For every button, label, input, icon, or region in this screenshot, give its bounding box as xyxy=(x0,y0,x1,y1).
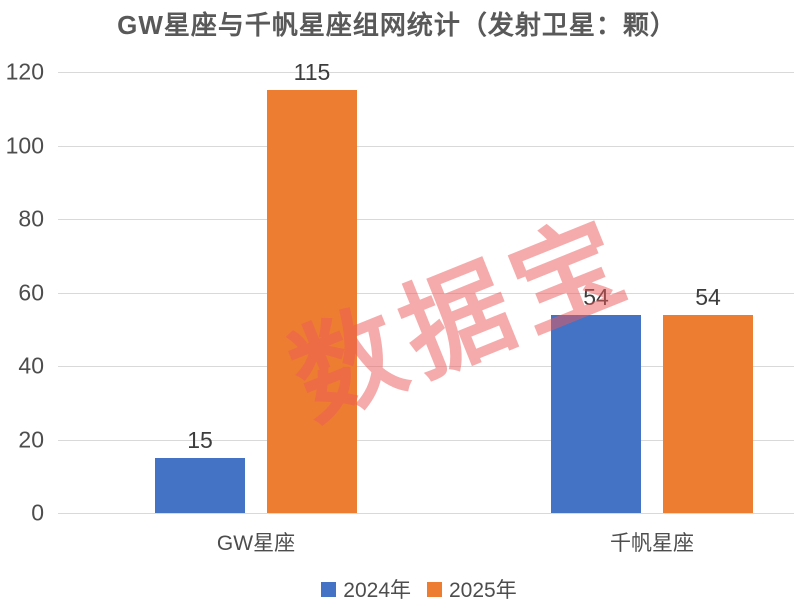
gridline xyxy=(58,439,794,441)
gridline xyxy=(58,513,794,514)
gridline xyxy=(58,72,794,73)
y-tick-label: 60 xyxy=(18,279,44,305)
value-label: 54 xyxy=(583,283,609,310)
y-tick-label: 80 xyxy=(18,205,44,232)
value-label: 15 xyxy=(187,426,213,453)
y-tick-label: 0 xyxy=(31,499,44,526)
gridline xyxy=(58,145,794,147)
legend-swatch-icon xyxy=(321,581,337,597)
y-tick-label: 100 xyxy=(5,132,44,158)
legend-item: 2024年 xyxy=(321,574,411,604)
y-tick-label: 40 xyxy=(18,352,44,379)
legend-label: 2025年 xyxy=(449,579,517,602)
y-tick-label: 20 xyxy=(18,426,44,452)
gridline xyxy=(58,219,794,220)
gridline xyxy=(58,292,794,294)
x-axis-label: 千帆星座 xyxy=(610,532,694,555)
bar-2025年-千帆星座 xyxy=(663,314,753,513)
legend: 2024年 2025年 xyxy=(0,574,794,604)
value-label: 115 xyxy=(293,59,331,86)
legend-swatch-icon xyxy=(427,581,442,597)
legend-item: 2025年 xyxy=(427,574,517,604)
bar-2024年-千帆星座 xyxy=(551,314,641,513)
gridline xyxy=(58,366,794,367)
bar-2025年-GW星座 xyxy=(267,90,357,513)
legend-label: 2024年 xyxy=(343,579,411,602)
chart-title: GW星座与千帆星座组网统计（发射卫星：颗） xyxy=(117,10,677,40)
bar-2024年-GW星座 xyxy=(155,457,245,513)
value-label: 54 xyxy=(695,283,721,310)
y-tick-label: 120 xyxy=(5,58,44,85)
x-axis-label: GW星座 xyxy=(216,532,296,555)
